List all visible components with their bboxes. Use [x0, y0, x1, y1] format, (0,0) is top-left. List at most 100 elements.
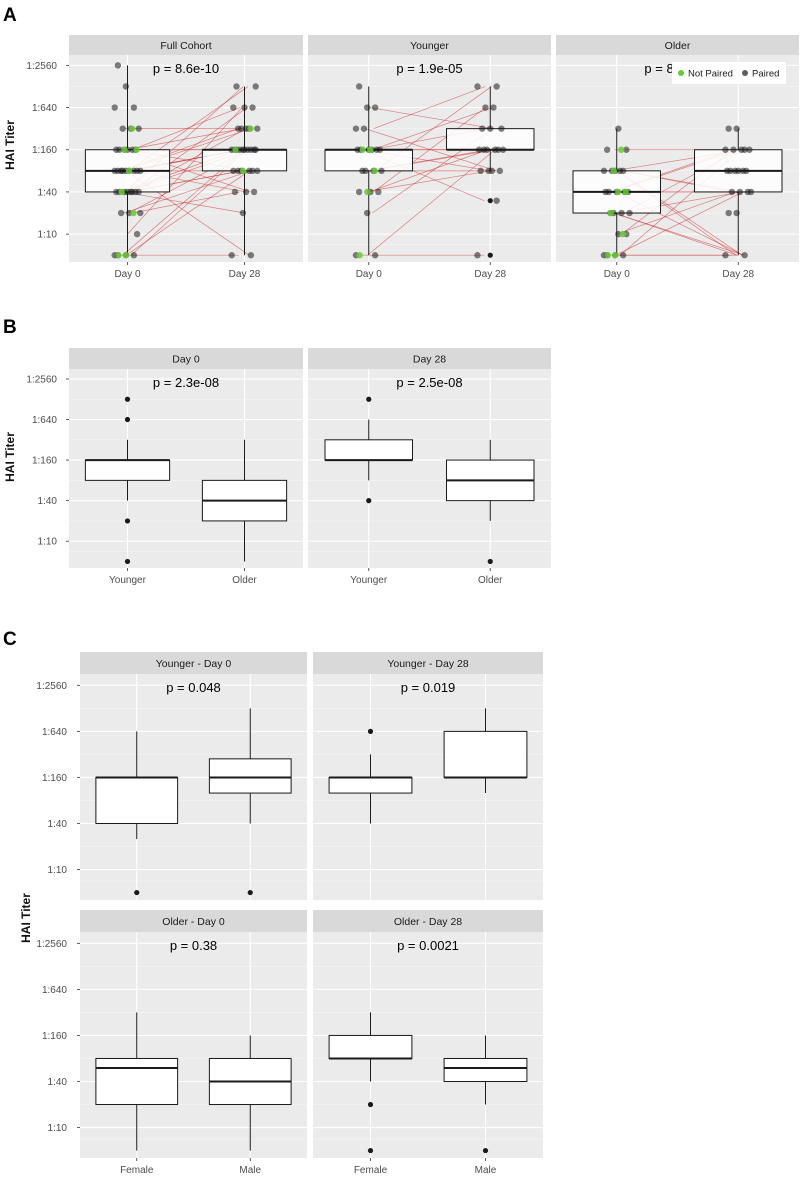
data-point-paired [375, 188, 382, 196]
data-point-not-paired [610, 167, 617, 175]
data-point-paired [722, 146, 729, 153]
data-point-paired [352, 125, 360, 132]
y-tick-label: 1:40 [48, 819, 68, 830]
paired-line [365, 128, 497, 172]
data-point-paired [728, 188, 736, 196]
data-point-paired [239, 146, 247, 153]
data-point-paired [626, 209, 633, 217]
data-point-paired [135, 125, 142, 132]
panel-letter-a: A [3, 5, 17, 26]
data-point-paired [735, 167, 742, 175]
data-point-not-paired [125, 167, 133, 175]
data-point-not-paired [239, 167, 247, 175]
y-tick-label: 1:40 [38, 187, 58, 198]
facet-title-a-3: Older [665, 40, 691, 52]
p-value-b-1: p = 2.3e-08 [153, 375, 219, 390]
outlier-point [124, 396, 131, 402]
data-point-not-paired [247, 125, 254, 132]
data-point-paired [127, 188, 134, 196]
x-tick-label: Younger [109, 575, 147, 586]
facet-strip-a-3 [556, 35, 799, 55]
outlier-point [134, 889, 140, 896]
legend-box [672, 62, 786, 84]
data-point-paired [371, 104, 379, 111]
data-point-paired [600, 167, 608, 175]
y-axis-title-c: HAI Titer [19, 893, 33, 943]
outlier-point [487, 252, 493, 258]
data-point-paired [117, 209, 125, 217]
x-tick-label: Day 0 [604, 269, 631, 280]
data-point-paired [493, 83, 500, 90]
outlier-point [124, 558, 131, 565]
data-point-not-paired [115, 252, 122, 259]
p-value-a-2: p = 1.9e-05 [396, 61, 462, 76]
y-tick-label: 1:160 [42, 1031, 67, 1042]
data-point-paired [362, 167, 369, 175]
data-point-paired [360, 125, 368, 132]
facet-a-2: Younger Day 0 Day 28 p = 1.9e-05 [308, 35, 551, 280]
x-tick-label: Day 0 [356, 269, 383, 280]
data-point-paired [230, 167, 237, 175]
data-point-paired [130, 252, 138, 259]
data-point-paired [741, 252, 748, 259]
box-iqr [443, 1057, 528, 1082]
outlier-point [124, 518, 131, 524]
data-point-paired [254, 125, 261, 132]
legend-key-paired [742, 70, 748, 76]
data-point-paired [499, 146, 507, 153]
data-point-paired [488, 167, 496, 175]
data-point-paired [114, 62, 122, 69]
data-point-not-paired [619, 230, 626, 238]
data-point-paired [733, 209, 740, 217]
facet-b-1: Day 0 1:2560 1:640 1:160 1:40 1:10 Younger Olde… [26, 348, 303, 586]
box-iqr [328, 1034, 413, 1059]
data-point-paired [603, 146, 611, 153]
data-point-paired [725, 209, 732, 217]
data-point-not-paired [121, 146, 128, 153]
data-point-paired [618, 209, 625, 217]
facet-strip-b-2 [308, 348, 551, 369]
data-point-paired [376, 146, 384, 153]
data-point-paired [615, 230, 622, 238]
data-point-paired [619, 252, 627, 259]
legend-key-not-paired [678, 70, 684, 76]
data-point-paired [477, 167, 484, 175]
data-point-paired [249, 104, 256, 111]
data-point-paired [252, 83, 259, 90]
data-point-paired [605, 188, 612, 196]
data-point-not-paired [364, 188, 371, 196]
y-tick-label: 1:2560 [26, 374, 57, 385]
data-point-paired [743, 167, 750, 175]
data-point-paired [615, 125, 622, 132]
p-value-a-1: p = 8.6e-10 [153, 61, 219, 76]
data-point-not-paired [130, 209, 137, 217]
data-point-paired [733, 125, 740, 132]
y-tick-label: 1:640 [42, 727, 67, 738]
box-iqr [95, 776, 179, 824]
box-iqr [95, 1057, 179, 1106]
y-tick-label: 1:2560 [36, 681, 67, 692]
data-point-paired [130, 104, 138, 111]
data-point-paired [747, 188, 755, 196]
panel-letter-b: B [3, 317, 17, 338]
facet-title-c-1: Younger - Day 0 [156, 658, 232, 670]
facet-c-1: Younger - Day 0 1:2560 1:640 1:160 1:40 1:10 p… [36, 652, 307, 900]
data-point-paired [119, 125, 126, 132]
y-tick-label: 1:640 [32, 103, 57, 114]
data-point-paired [482, 104, 489, 111]
data-point-paired [111, 104, 118, 111]
x-tick-label: Female [120, 1165, 154, 1176]
data-point-paired [741, 146, 748, 153]
paired-line [369, 107, 494, 129]
y-tick-label: 1:640 [42, 985, 67, 996]
facet-b-2: Day 28 Younger Older p = 2.5e-08 [308, 348, 551, 586]
paired-line [363, 170, 491, 193]
data-point-paired [249, 167, 256, 175]
paired-line [122, 191, 245, 214]
facet-title-c-4: Older - Day 28 [394, 916, 462, 928]
x-tick-label: Day 28 [722, 269, 754, 280]
p-value-c-3: p = 0.38 [170, 938, 217, 953]
data-point-not-paired [604, 252, 611, 259]
